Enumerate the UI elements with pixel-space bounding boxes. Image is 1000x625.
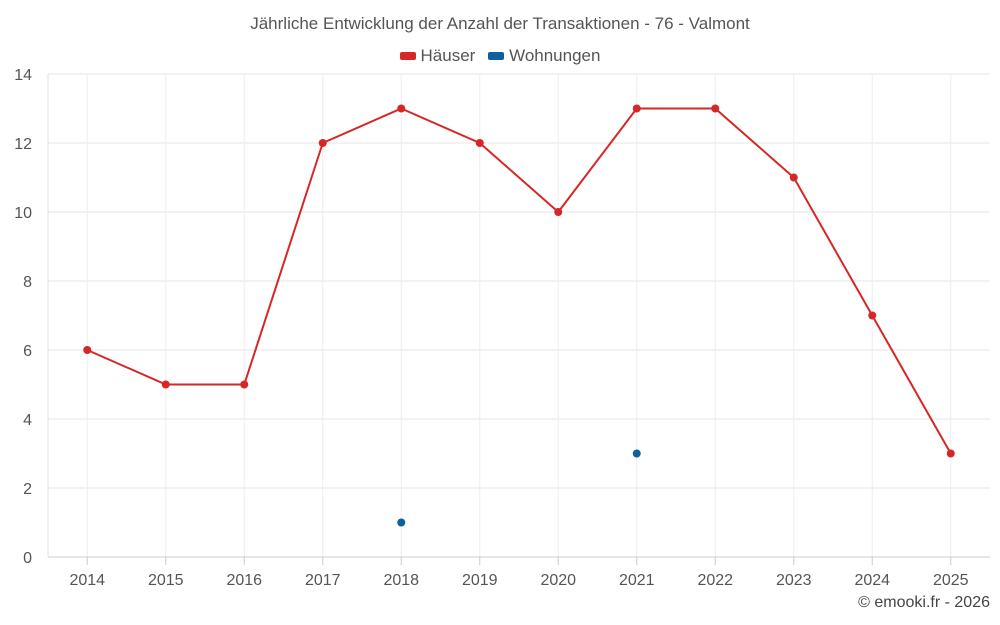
x-tick-label: 2014 <box>69 572 105 589</box>
x-tick-label: 2022 <box>697 572 733 589</box>
legend-item-haeuser[interactable]: Häuser <box>399 46 476 66</box>
data-point-haeuser <box>711 104 720 113</box>
x-tick-label: 2024 <box>854 572 890 589</box>
data-point-wohnungen <box>632 449 641 458</box>
x-tick-label: 2023 <box>776 572 812 589</box>
y-tick-label: 8 <box>23 274 32 291</box>
x-tick-label: 2019 <box>462 572 498 589</box>
data-point-haeuser <box>789 173 798 182</box>
credit-text: © emooki.fr - 2026 <box>858 594 990 611</box>
data-point-haeuser <box>946 449 955 458</box>
data-point-wohnungen <box>397 518 406 527</box>
data-point-haeuser <box>632 104 641 113</box>
chart-legend: Häuser Wohnungen <box>0 45 1000 66</box>
data-point-haeuser <box>397 104 406 113</box>
y-tick-label: 14 <box>14 67 32 84</box>
x-tick-label: 2017 <box>305 572 341 589</box>
x-tick-label: 2025 <box>933 572 969 589</box>
legend-swatch-wohnungen <box>488 52 505 60</box>
y-tick-label: 4 <box>23 412 32 429</box>
x-tick-label: 2020 <box>540 572 576 589</box>
data-point-haeuser <box>868 311 877 320</box>
x-tick-label: 2016 <box>226 572 262 589</box>
series-line-haeuser <box>86 107 952 454</box>
legend-label-haeuser: Häuser <box>420 46 476 65</box>
chart-title: Jährliche Entwicklung der Anzahl der Tra… <box>250 14 750 33</box>
legend-item-wohnungen[interactable]: Wohnungen <box>488 46 600 66</box>
data-point-haeuser <box>475 139 484 147</box>
data-point-haeuser <box>318 139 327 147</box>
legend-swatch-haeuser <box>399 52 416 60</box>
y-tick-label: 0 <box>23 550 32 567</box>
data-point-haeuser <box>161 380 170 389</box>
y-tick-label: 2 <box>23 481 32 498</box>
data-point-haeuser <box>554 208 563 216</box>
y-tick-label: 10 <box>14 205 32 222</box>
y-tick-label: 6 <box>23 343 32 360</box>
data-point-haeuser <box>83 346 92 354</box>
x-tick-label: 2021 <box>619 572 655 589</box>
x-tick-label: 2018 <box>383 572 419 589</box>
data-point-haeuser <box>240 380 249 389</box>
legend-label-wohnungen: Wohnungen <box>509 46 601 65</box>
y-tick-label: 12 <box>14 136 32 153</box>
x-tick-label: 2015 <box>148 572 184 589</box>
